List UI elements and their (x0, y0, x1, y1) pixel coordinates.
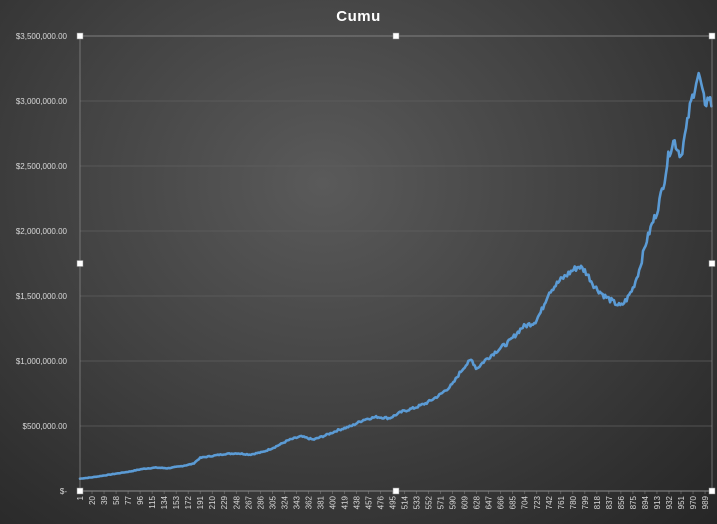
x-tick-label: 495 (389, 495, 398, 509)
x-tick-label: 818 (593, 495, 602, 509)
x-tick-label: 590 (449, 495, 458, 509)
x-tick-label: 1 (76, 495, 85, 500)
x-tick-label: 343 (292, 495, 301, 509)
x-tick-label: 742 (545, 495, 554, 509)
x-tick-label: 438 (352, 495, 361, 509)
y-tick-label: $1,000,000.00 (16, 357, 68, 366)
resize-handle (708, 260, 716, 267)
x-tick-label: 39 (100, 495, 109, 504)
y-tick-label: $3,000,000.00 (16, 97, 68, 106)
x-tick-label: 552 (425, 495, 434, 509)
x-tick-label: 96 (136, 495, 145, 504)
plot-area-frame (79, 35, 713, 492)
x-tick-label: 58 (112, 495, 121, 504)
resize-handle (76, 260, 84, 267)
x-tick-label: 153 (172, 495, 181, 509)
y-tick-label: $500,000.00 (23, 422, 68, 431)
x-tick-label: 799 (581, 495, 590, 509)
y-tick-label: $2,500,000.00 (16, 162, 68, 171)
y-tick-label: $2,000,000.00 (16, 227, 68, 236)
x-tick-label: 837 (605, 495, 614, 509)
y-tick-label: $1,500,000.00 (16, 292, 68, 301)
x-tick-label: 20 (88, 495, 97, 504)
x-tick-label: 514 (401, 495, 410, 509)
x-tick-label: 780 (569, 495, 578, 509)
x-tick-label: 457 (364, 495, 373, 509)
resize-handle (76, 32, 84, 40)
x-tick-label: 875 (629, 495, 638, 509)
x-tick-label: 324 (280, 495, 289, 509)
x-tick-label: 571 (437, 495, 446, 509)
x-tick-label: 419 (340, 495, 349, 509)
x-tick-label: 286 (256, 495, 265, 509)
x-tick-label: 191 (196, 495, 205, 509)
x-tick-label: 913 (653, 495, 662, 509)
x-tick-label: 951 (677, 495, 686, 509)
x-tick-label: 381 (316, 495, 325, 509)
x-tick-label: 362 (304, 495, 313, 509)
resize-handle (392, 487, 400, 495)
y-tick-label: $- (60, 487, 67, 496)
x-tick-label: 533 (413, 495, 422, 509)
resize-handle (76, 487, 84, 495)
resize-handle (392, 32, 400, 40)
x-tick-label: 77 (124, 495, 133, 504)
chart-title: Cumu (336, 8, 381, 25)
x-tick-label: 970 (689, 495, 698, 509)
x-tick-label: 894 (641, 495, 650, 509)
x-tick-label: 628 (473, 495, 482, 509)
x-tick-label: 305 (268, 495, 277, 509)
x-tick-label: 989 (701, 495, 710, 509)
x-tick-label: 932 (665, 495, 674, 509)
x-tick-label: 761 (557, 495, 566, 509)
x-tick-label: 115 (148, 495, 157, 508)
x-tick-label: 400 (328, 495, 337, 509)
x-tick-label: 267 (244, 495, 253, 509)
resize-handle (708, 487, 716, 495)
x-tick-label: 476 (377, 495, 386, 509)
x-tick-label: 856 (617, 495, 626, 509)
x-tick-label: 723 (533, 495, 542, 509)
x-tick-label: 647 (485, 495, 494, 509)
x-tick-label: 134 (160, 495, 169, 509)
series-line (78, 71, 713, 481)
x-tick-label: 685 (509, 495, 518, 509)
resize-handle (708, 32, 716, 40)
x-tick-label: 704 (521, 495, 530, 509)
x-tick-label: 609 (461, 495, 470, 509)
y-tick-label: $3,500,000.00 (16, 32, 68, 41)
x-tick-label: 229 (220, 495, 229, 509)
x-tick-label: 172 (184, 495, 193, 509)
x-tick-label: 210 (208, 495, 217, 509)
x-tick-label: 666 (497, 495, 506, 509)
x-tick-label: 248 (232, 495, 241, 509)
